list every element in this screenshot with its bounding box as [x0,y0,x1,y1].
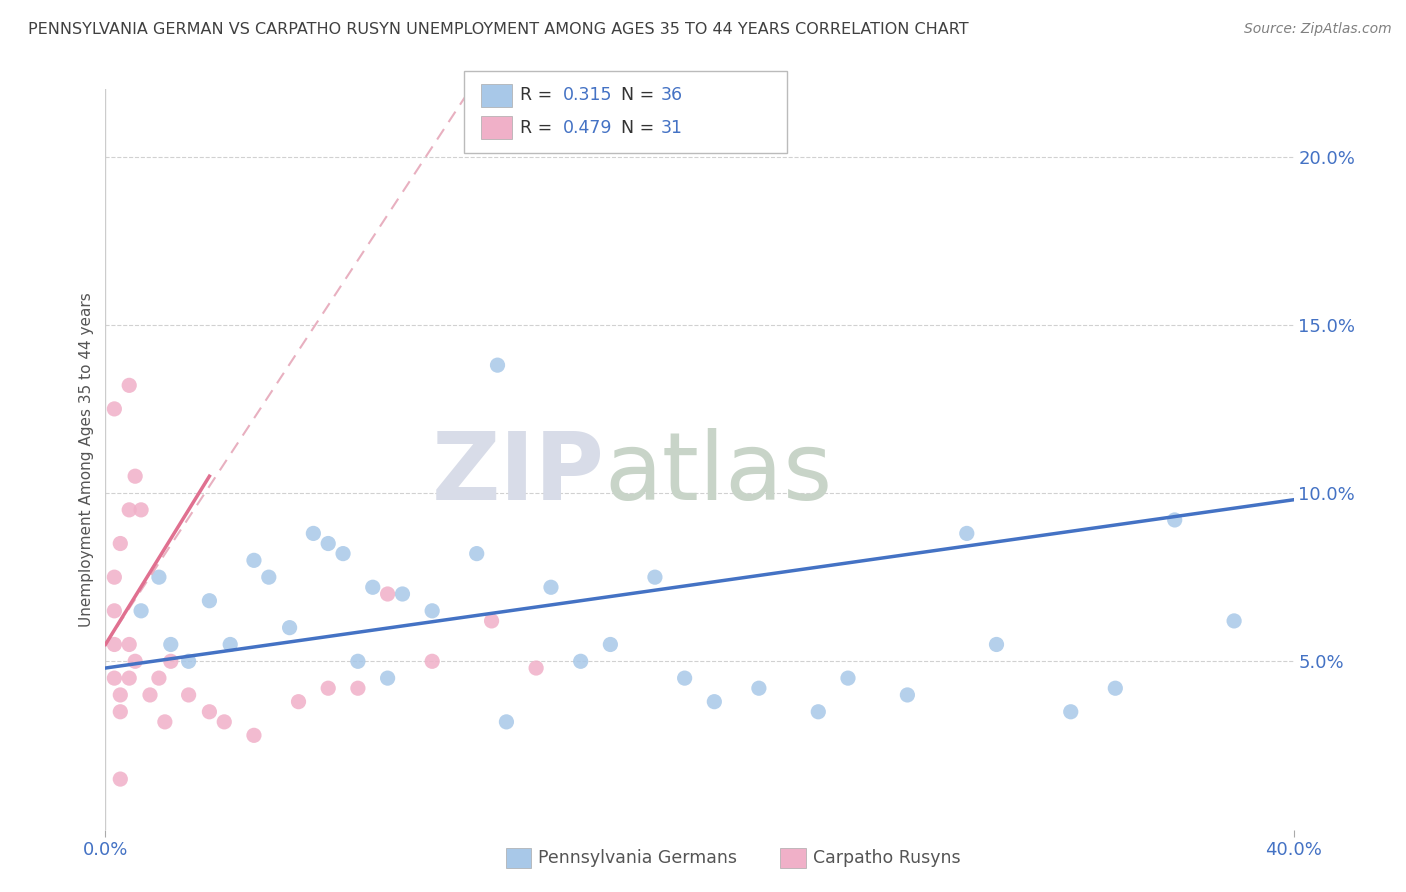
Point [1060,705,1083,719]
Text: ZIP: ZIP [432,428,605,520]
Point [377,587,399,601]
Point [748,681,770,696]
Point [1223,614,1246,628]
Text: 36: 36 [661,87,683,104]
Point [118,378,141,392]
Point [420,654,443,668]
Text: 0.479: 0.479 [562,119,612,136]
Point [986,637,1008,651]
Text: 31: 31 [661,119,683,136]
Point [177,654,200,668]
Point [129,503,152,517]
Point [118,637,141,651]
Point [110,536,132,550]
Point [347,654,370,668]
Point [569,654,592,668]
Point [257,570,280,584]
Point [420,604,443,618]
Point [110,705,132,719]
Point [599,637,621,651]
Point [486,358,509,372]
Point [481,614,503,628]
Point [103,401,125,416]
Point [347,681,370,696]
Point [1164,513,1187,527]
Point [214,714,236,729]
Point [377,671,399,685]
Point [287,695,309,709]
Point [243,553,266,567]
Point [465,547,488,561]
Point [837,671,859,685]
Text: Carpatho Rusyns: Carpatho Rusyns [813,849,960,867]
Text: PENNSYLVANIA GERMAN VS CARPATHO RUSYN UNEMPLOYMENT AMONG AGES 35 TO 44 YEARS COR: PENNSYLVANIA GERMAN VS CARPATHO RUSYN UN… [28,22,969,37]
Point [103,604,125,618]
Point [896,688,918,702]
Text: Source: ZipAtlas.com: Source: ZipAtlas.com [1244,22,1392,37]
Point [332,547,354,561]
Point [316,536,339,550]
Point [159,637,181,651]
Point [540,580,562,594]
Point [103,671,125,685]
Text: R =: R = [520,87,558,104]
Point [278,621,301,635]
Point [644,570,666,584]
Point [673,671,696,685]
Text: N =: N = [621,119,661,136]
Point [103,570,125,584]
Y-axis label: Unemployment Among Ages 35 to 44 years: Unemployment Among Ages 35 to 44 years [79,292,94,627]
Point [495,714,517,729]
Point [139,688,162,702]
Point [124,654,146,668]
Point [148,570,170,584]
Point [103,637,125,651]
Point [361,580,384,594]
Point [243,728,266,742]
Point [391,587,413,601]
Point [807,705,830,719]
Point [703,695,725,709]
Point [129,604,152,618]
Point [316,681,339,696]
Text: atlas: atlas [605,428,832,520]
Point [159,654,181,668]
Point [177,688,200,702]
Text: R =: R = [520,119,558,136]
Point [524,661,547,675]
Point [302,526,325,541]
Point [124,469,146,483]
Point [956,526,979,541]
Point [1104,681,1126,696]
Point [153,714,176,729]
Point [110,688,132,702]
Point [219,637,242,651]
Point [118,503,141,517]
Point [148,671,170,685]
Text: N =: N = [621,87,661,104]
Point [118,671,141,685]
Point [110,772,132,786]
Point [198,593,221,607]
Point [198,705,221,719]
Text: Pennsylvania Germans: Pennsylvania Germans [538,849,738,867]
Text: 0.315: 0.315 [562,87,612,104]
